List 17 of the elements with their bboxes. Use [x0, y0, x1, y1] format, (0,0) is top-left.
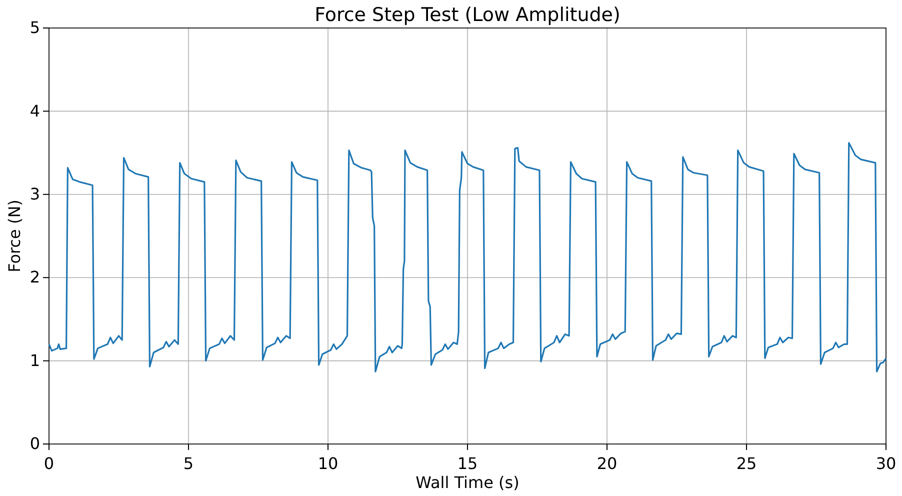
x-tick-label: 10: [318, 454, 338, 473]
y-tick-label: 2: [30, 268, 40, 287]
chart-title: Force Step Test (Low Amplitude): [314, 4, 620, 26]
y-tick-label: 0: [30, 434, 40, 454]
y-tick-label: 3: [30, 184, 40, 204]
x-tick-label: 20: [596, 454, 618, 473]
y-tick-label: 1: [30, 350, 40, 370]
y-axis-title: Force (N): [5, 200, 24, 272]
x-tick-label: 25: [736, 454, 757, 473]
x-tick-label: 15: [457, 454, 478, 473]
x-tick-label: 30: [876, 454, 896, 473]
x-tick-label: 5: [183, 454, 194, 473]
y-tick-label: 5: [30, 18, 40, 38]
line-series: [48, 142, 887, 372]
x-axis-title: Wall Time (s): [416, 473, 520, 492]
x-tick-label: 0: [44, 454, 54, 473]
y-tick-label: 4: [30, 101, 40, 120]
